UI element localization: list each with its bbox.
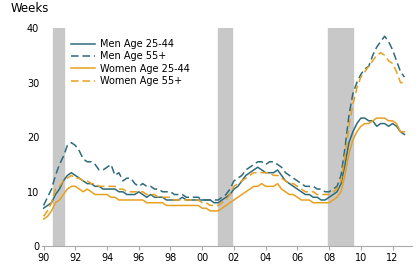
Bar: [328, 28, 353, 246]
Bar: [218, 28, 232, 246]
Legend: Men Age 25-44, Men Age 55+, Women Age 25-44, Women Age 55+: Men Age 25-44, Men Age 55+, Women Age 25…: [67, 35, 194, 90]
Text: Weeks: Weeks: [10, 2, 49, 15]
Bar: [53, 28, 64, 246]
